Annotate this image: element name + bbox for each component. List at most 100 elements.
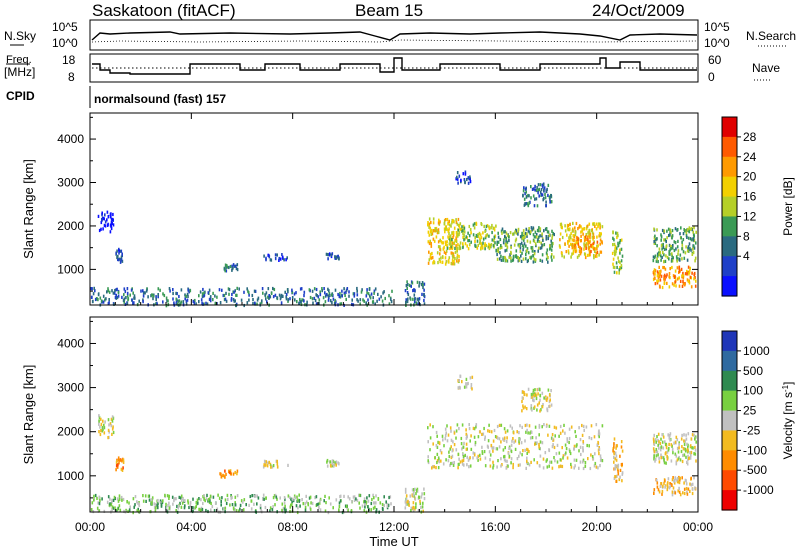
power-cell — [512, 232, 515, 236]
velocity-cell — [451, 449, 454, 453]
power-cell — [534, 230, 537, 234]
power-cell — [493, 239, 495, 243]
power-cell — [457, 260, 460, 264]
velocity-cell — [404, 506, 407, 510]
power-cell — [439, 220, 441, 224]
velocity-cell — [527, 448, 529, 452]
colorbar-tick-label: 28 — [743, 130, 757, 144]
power-cell — [672, 244, 674, 248]
velocity-cell — [684, 439, 686, 443]
velocity-cell — [514, 439, 517, 443]
power-cell — [445, 260, 448, 264]
power-cell — [155, 297, 157, 301]
velocity-cell — [108, 423, 110, 427]
velocity-cell — [263, 497, 265, 501]
velocity-cell — [101, 426, 104, 430]
power-cell — [599, 238, 602, 242]
velocity-cell — [495, 447, 498, 451]
velocity-cell — [659, 448, 662, 452]
power-cell — [537, 183, 540, 187]
velocity-cell — [193, 506, 195, 510]
power-cell — [452, 219, 455, 223]
velocity-cell — [93, 498, 95, 502]
power-cell — [488, 227, 491, 231]
power-cell — [685, 231, 688, 235]
velocity-cell — [370, 508, 372, 512]
velocity-cell — [431, 466, 433, 470]
velocity-cell — [319, 508, 322, 512]
velocity-cell — [656, 485, 659, 489]
power-cell — [689, 237, 692, 241]
velocity-cell — [411, 493, 414, 497]
velocity-cell — [593, 464, 596, 468]
velocity-cell — [662, 446, 665, 450]
power-cell — [126, 287, 129, 291]
power-cell — [430, 220, 432, 225]
power-cell — [370, 292, 373, 296]
velocity-cell — [594, 461, 597, 466]
power-cell — [315, 293, 317, 297]
power-cell — [212, 291, 214, 295]
power-cell — [418, 281, 421, 285]
power-cell — [117, 290, 120, 295]
power-cell — [532, 194, 535, 198]
power-cell — [464, 170, 467, 174]
power-cell — [482, 231, 484, 235]
velocity-cell — [536, 461, 539, 465]
velocity-cell — [479, 430, 481, 434]
velocity-cell — [484, 456, 487, 460]
power-cell — [533, 257, 535, 261]
velocity-cell — [150, 500, 152, 504]
velocity-cell — [547, 388, 550, 392]
power-cell — [468, 224, 471, 229]
power-cell — [492, 226, 494, 230]
x-tick-label: 12:00 — [379, 520, 409, 534]
power-cell — [678, 269, 681, 273]
power-cell — [107, 222, 109, 226]
velocity-cell — [598, 431, 600, 435]
velocity-cell — [498, 445, 501, 449]
power-cell — [583, 242, 585, 246]
velocity-cell — [483, 426, 485, 431]
velocity-cell — [283, 507, 286, 511]
power-colorbar-swatch — [722, 117, 737, 138]
power-cell — [679, 232, 681, 236]
power-cell — [202, 302, 204, 306]
power-cell — [264, 293, 266, 297]
velocity-cell — [112, 425, 114, 429]
power-cell — [595, 251, 598, 255]
power-cell — [681, 247, 683, 251]
power-cell — [571, 246, 574, 250]
velocity-cell — [154, 503, 157, 507]
velocity-cell — [441, 434, 444, 438]
power-cell — [658, 274, 661, 279]
velocity-cell — [554, 434, 556, 438]
power-cell — [553, 232, 555, 237]
power-cell — [224, 297, 227, 301]
velocity-cell — [536, 403, 539, 407]
velocity-cell — [527, 387, 530, 391]
power-cell — [683, 256, 686, 260]
velocity-cell — [243, 498, 246, 502]
velocity-cell — [672, 451, 674, 455]
power-cell — [514, 239, 517, 243]
power-cell — [253, 289, 256, 293]
velocity-cell — [285, 508, 287, 512]
velocity-cell — [435, 466, 437, 470]
power-cell — [515, 229, 518, 233]
power-cell — [466, 244, 468, 248]
velocity-cell — [263, 463, 265, 467]
velocity-cell — [693, 433, 695, 437]
velocity-cell — [150, 502, 153, 506]
velocity-cell — [656, 435, 658, 439]
power-cell — [108, 298, 110, 302]
velocity-cell — [457, 386, 460, 390]
velocity-cell — [479, 453, 481, 457]
power-cell — [439, 245, 441, 249]
velocity-cell — [296, 495, 298, 499]
power-cell — [432, 237, 435, 241]
power-cell — [546, 248, 549, 252]
power-cell — [596, 247, 598, 251]
velocity-cell — [668, 442, 670, 446]
